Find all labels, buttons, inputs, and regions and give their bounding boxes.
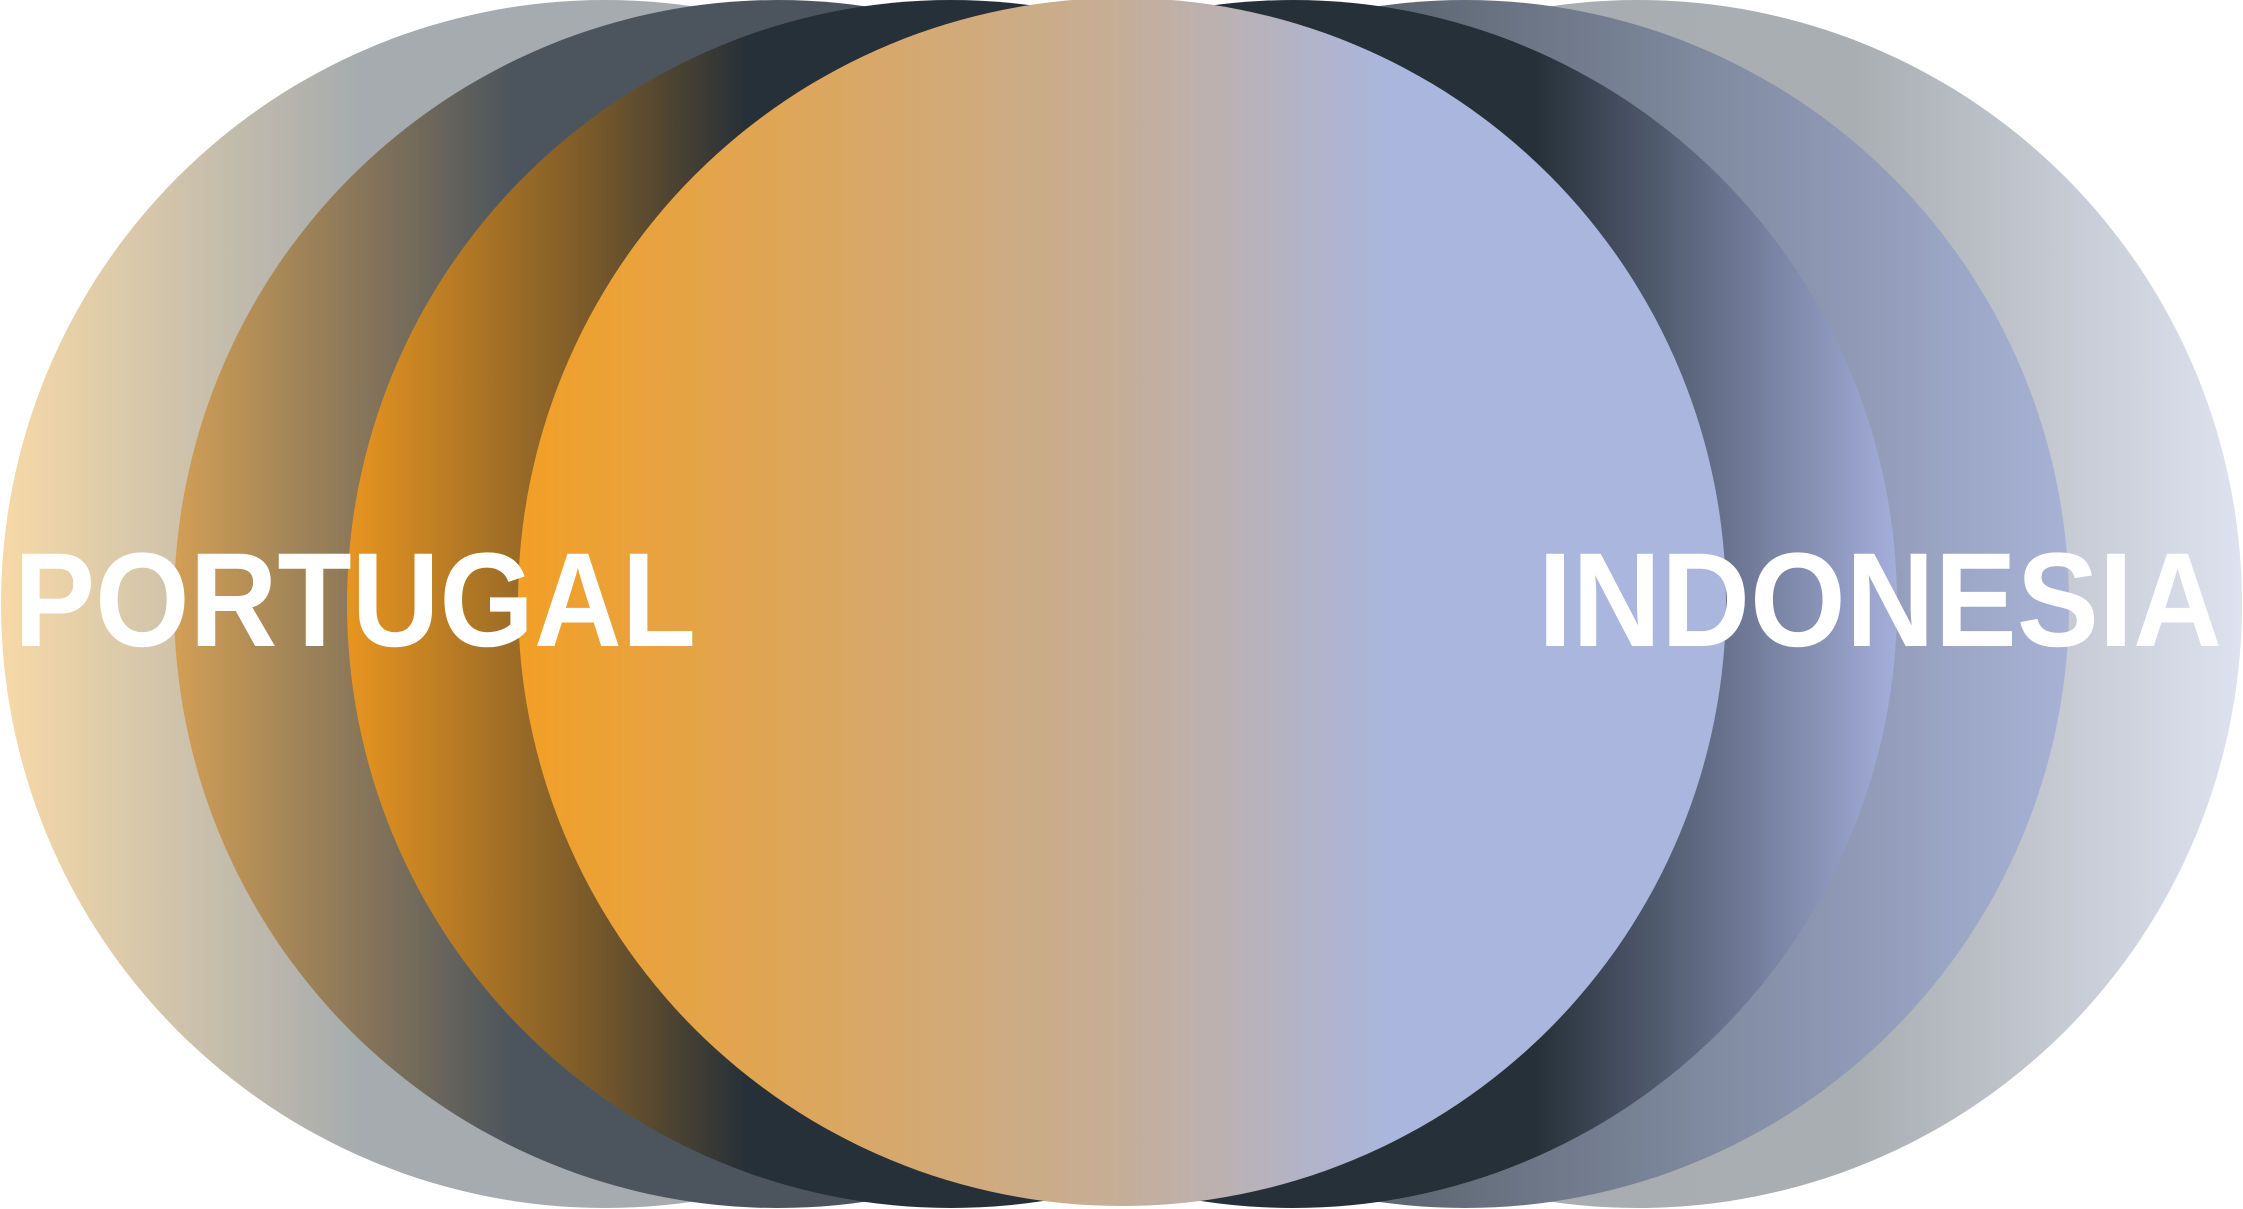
- portugal-label: PORTUGAL: [14, 526, 696, 675]
- indonesia-label: INDONESIA: [1538, 526, 2222, 675]
- front-circle: [518, 0, 1726, 1206]
